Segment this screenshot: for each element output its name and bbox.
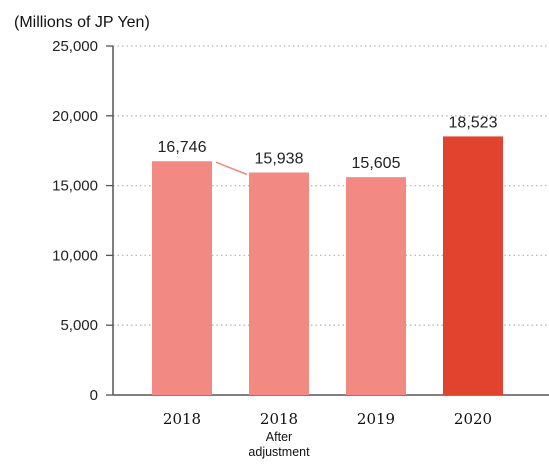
bar-0 — [152, 161, 212, 395]
data-label-2: 15,605 — [352, 155, 401, 172]
y-tick-label-4: 20,000 — [52, 108, 98, 125]
bars — [152, 136, 503, 395]
y-tick-label-1: 5,000 — [60, 317, 98, 334]
y-axis-ticks: 0 5,000 10,000 15,000 20,000 25,000 — [52, 38, 113, 404]
connector-line — [215, 161, 248, 176]
data-label-0: 16,746 — [158, 139, 207, 156]
data-labels: 16,746 15,938 15,605 18,523 — [158, 114, 498, 176]
x-tick-sublabel-1-0: After — [266, 430, 292, 444]
unit-label: (Millions of JP Yen) — [14, 14, 150, 31]
bar-2 — [346, 177, 406, 395]
x-tick-sublabel-1-1: adjustment — [248, 445, 310, 459]
bar-1 — [249, 172, 309, 395]
x-tick-label-2: 2019 — [357, 410, 395, 428]
bar-3 — [443, 136, 503, 395]
x-tick-label-3: 2020 — [454, 410, 492, 428]
y-tick-label-0: 0 — [90, 387, 98, 404]
y-tick-label-2: 10,000 — [52, 247, 98, 264]
x-tick-label-1: 2018 — [260, 410, 298, 428]
x-tick-label-0: 2018 — [163, 410, 201, 428]
y-tick-label-3: 15,000 — [52, 178, 98, 195]
y-tick-label-5: 25,000 — [52, 38, 98, 55]
data-label-3: 18,523 — [449, 114, 498, 131]
data-label-1: 15,938 — [255, 151, 304, 168]
